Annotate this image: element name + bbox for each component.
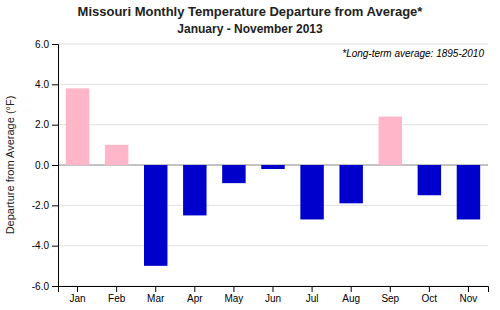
bars [66,88,480,265]
x-tick: Nov [460,286,478,304]
y-tick: 6.0 [35,39,58,50]
x-tick: Sep [381,286,399,304]
chart: -6.0-4.0-2.00.02.04.06.0JanFebMarAprMayJ… [0,0,500,310]
y-tick-label: -4.0 [32,240,50,251]
x-tick: Jan [69,286,85,304]
y-tick-mark [52,165,58,166]
bar [457,165,480,219]
bar [144,165,167,266]
x-axis-line [59,287,489,293]
y-tick-mark [52,205,58,206]
x-tick-label: May [224,293,243,304]
y-axis: -6.0 -4.0 -2.0 0.0 2.0 4.0 6.0 [32,39,59,292]
bar [418,165,441,195]
bar [183,165,206,215]
y-tick-mark [52,44,58,45]
y-tick: -6.0 [32,281,58,292]
x-tick: Apr [187,286,203,304]
x-tick-mark [273,286,274,292]
x-tick-label: Jul [306,293,319,304]
grid-line [58,245,488,246]
x-tick-mark [351,286,352,292]
x-tick: Jun [265,286,281,304]
y-tick-label: 6.0 [35,39,49,50]
grid-line [58,84,488,85]
y-tick: -2.0 [32,200,58,211]
x-tick-mark [155,286,156,292]
bar [105,145,128,165]
x-tick-mark [429,286,430,292]
grid-line [58,124,488,125]
bar [300,165,323,219]
x-tick: Mar [147,286,165,304]
x-tick-mark [390,286,391,292]
x-tick-label: Feb [108,293,126,304]
title: Missouri Monthly Temperature Departure f… [78,4,424,19]
y-tick: -4.0 [32,240,58,251]
y-tick: 0.0 [35,160,58,171]
subtitle: January - November 2013 [177,22,323,36]
grid [58,44,488,286]
annotation: *Long-term average: 1895-2010 [342,48,484,59]
x-tick-label: Mar [147,293,165,304]
y-tick-mark [52,125,58,126]
y-tick-mark [52,84,58,85]
x-tick-mark [77,286,78,292]
bar [66,88,89,165]
x-tick: May [224,286,243,304]
x-axis: Jan Feb Mar Apr May Jun Jul Aug Sep Oct Nov [59,286,489,304]
x-tick-label: Apr [187,293,203,304]
x-tick-mark [312,286,313,292]
bar [339,165,362,203]
grid-line [58,205,488,206]
x-tick-label: Jun [265,293,281,304]
x-tick-label: Jan [69,293,85,304]
plot: -6.0-4.0-2.00.02.04.06.0JanFebMarAprMayJ… [32,39,489,304]
x-tick-label: Oct [422,293,438,304]
y-tick-label: 2.0 [35,119,49,130]
x-tick-mark [194,286,195,292]
bar [222,165,245,183]
y-tick: 2.0 [35,119,58,130]
y-tick-mark [52,286,58,287]
x-tick-mark [233,286,234,292]
x-tick: Feb [108,286,126,304]
y-tick-label: 0.0 [35,160,49,171]
bar [379,117,402,165]
x-tick-mark [116,286,117,292]
grid-line [58,44,488,45]
bar [261,165,284,169]
y-tick-label: 4.0 [35,79,49,90]
x-tick: Jul [306,286,319,304]
x-tick-label: Aug [342,293,360,304]
y-tick-label: -6.0 [32,281,50,292]
y-axis-title: Departure from Average (°F) [4,96,16,235]
y-axis-line [52,45,59,287]
x-tick-label: Nov [460,293,478,304]
x-tick: Oct [422,286,438,304]
x-tick-label: Sep [381,293,399,304]
x-tick: Aug [342,286,360,304]
y-tick: 4.0 [35,79,58,90]
y-tick-label: -2.0 [32,200,50,211]
y-tick-mark [52,246,58,247]
x-tick-mark [468,286,469,292]
